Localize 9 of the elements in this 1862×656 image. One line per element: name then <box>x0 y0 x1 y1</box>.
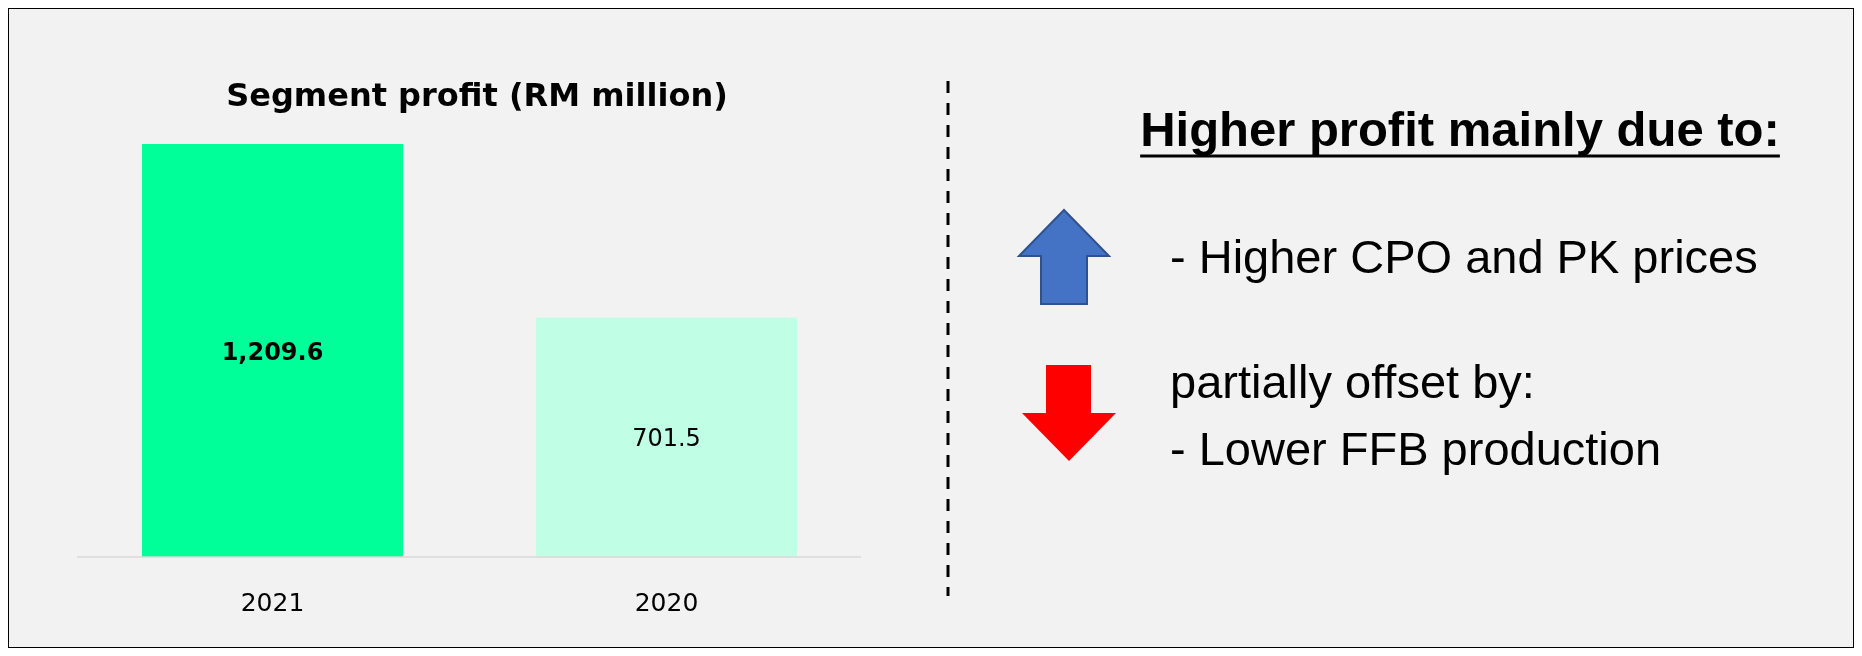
chart-title: Segment profit (RM million) <box>226 76 728 114</box>
text: - Higher CPO and PK prices <box>1170 230 1758 283</box>
data-label: 1,209.6 <box>221 337 324 366</box>
x-tick-label: 2020 <box>634 588 699 617</box>
x-tick-label: 2021 <box>240 588 305 617</box>
text: Higher profit mainly due to: <box>1140 102 1780 156</box>
text: partially offset by: <box>1170 355 1535 408</box>
data-label: 701.5 <box>632 424 701 453</box>
text: - Lower FFB production <box>1170 422 1662 475</box>
